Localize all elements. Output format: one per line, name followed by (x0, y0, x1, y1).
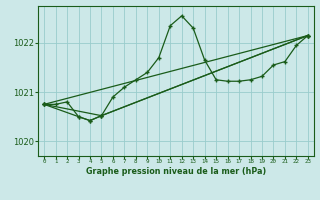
X-axis label: Graphe pression niveau de la mer (hPa): Graphe pression niveau de la mer (hPa) (86, 167, 266, 176)
